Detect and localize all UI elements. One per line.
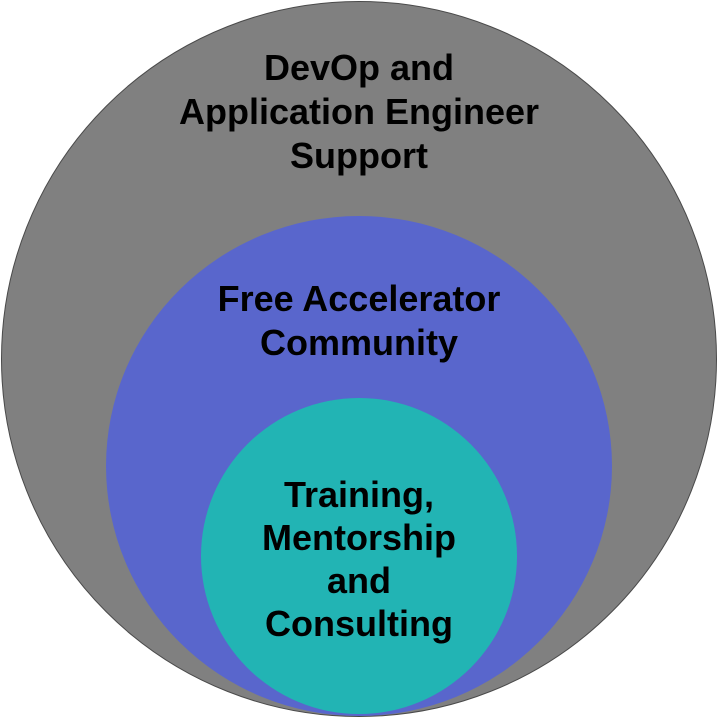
outer-label-line-3: Support	[290, 135, 428, 176]
middle-label-line-1: Free Accelerator	[217, 278, 501, 319]
inner-label-line-2: Mentorship	[262, 517, 456, 558]
outer-label-line-1: DevOp and	[263, 47, 455, 88]
inner-label-line-3: and	[326, 560, 391, 601]
middle-label-line-2: Community	[260, 322, 458, 363]
inner-label-line-4: Consulting	[265, 603, 453, 644]
middle-circle-label: Free Accelerator Community	[0, 277, 718, 365]
inner-circle-training	[201, 398, 517, 714]
inner-label-line-1: Training,	[283, 474, 434, 515]
outer-circle-label: DevOp and Application Engineer Support	[0, 46, 718, 178]
outer-label-line-2: Application Engineer	[178, 91, 540, 132]
inner-circle-label: Training, Mentorship and Consulting	[0, 473, 718, 645]
